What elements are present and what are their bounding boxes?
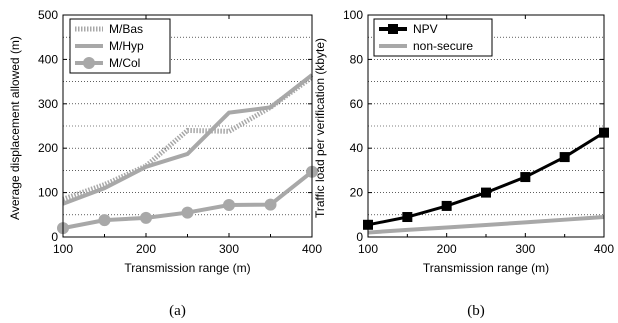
chart-b: 0 20 40 60 80 100 100 200 300 400 NPV non-secure T… — [313, 8, 614, 319]
data-point — [223, 199, 235, 212]
data-point — [520, 172, 531, 183]
legend-label: M/Col — [109, 56, 140, 70]
legend-label: NPV — [413, 22, 438, 36]
x-axis-label-a: Transmission range (m) — [124, 261, 250, 275]
y-tick-label: 40 — [350, 141, 364, 155]
data-point — [402, 212, 413, 223]
grid-a — [63, 36, 312, 216]
x-tick-label: 100 — [358, 242, 378, 256]
series-b — [363, 127, 609, 235]
series-line-npv — [367, 131, 605, 227]
y-axis-label-a: Average displacement allowed (m) — [8, 36, 22, 220]
y-tick-label: 20 — [350, 186, 364, 200]
series-line-m-hyp — [62, 73, 314, 206]
legend-a: M/Bas M/Hyp M/Col — [69, 18, 171, 74]
y-tick-label: 0 — [51, 230, 58, 244]
y-tick-label: 400 — [38, 52, 58, 66]
legend-label: M/Bas — [109, 22, 143, 36]
x-axis-label-b: Transmission range (m) — [423, 261, 549, 275]
data-point — [140, 211, 152, 224]
series-a — [57, 73, 318, 235]
x-tick-label: 400 — [302, 242, 322, 256]
y-tick-label: 100 — [343, 8, 363, 22]
data-point — [481, 187, 491, 198]
series-line-m-bas — [62, 75, 314, 202]
legend-marker — [388, 24, 398, 34]
caption-a: (a) — [169, 303, 186, 319]
data-point — [98, 214, 111, 227]
y-tick-label: 300 — [38, 97, 58, 111]
data-point — [559, 152, 570, 163]
y-tick-label: 0 — [356, 230, 363, 244]
data-point — [441, 200, 452, 211]
y-tick-label: 200 — [38, 141, 58, 155]
data-point — [181, 206, 194, 219]
legend-marker — [83, 57, 95, 69]
x-tick-label: 300 — [515, 242, 535, 256]
y-tick-label: 500 — [38, 8, 58, 22]
x-tick-label: 200 — [437, 242, 457, 256]
y-tick-label: 80 — [350, 52, 364, 66]
data-point — [264, 198, 277, 211]
ticks-b: 0 20 40 60 80 100 100 200 300 400 — [343, 8, 614, 256]
x-tick-label: 100 — [53, 242, 73, 256]
x-tick-label: 200 — [136, 242, 156, 256]
caption-b: (b) — [467, 303, 485, 319]
legend-label: non-secure — [413, 39, 473, 53]
y-tick-label: 60 — [350, 97, 364, 111]
x-tick-label: 400 — [594, 242, 614, 256]
legend-label: M/Hyp — [109, 39, 144, 53]
x-tick-label: 300 — [219, 242, 239, 256]
series-line-non-secure — [367, 215, 605, 235]
legend-b: NPV non-secure — [373, 18, 493, 57]
y-tick-label: 100 — [38, 186, 58, 200]
y-axis-label-b: Traffic load per verification (kbyte) — [313, 38, 327, 218]
